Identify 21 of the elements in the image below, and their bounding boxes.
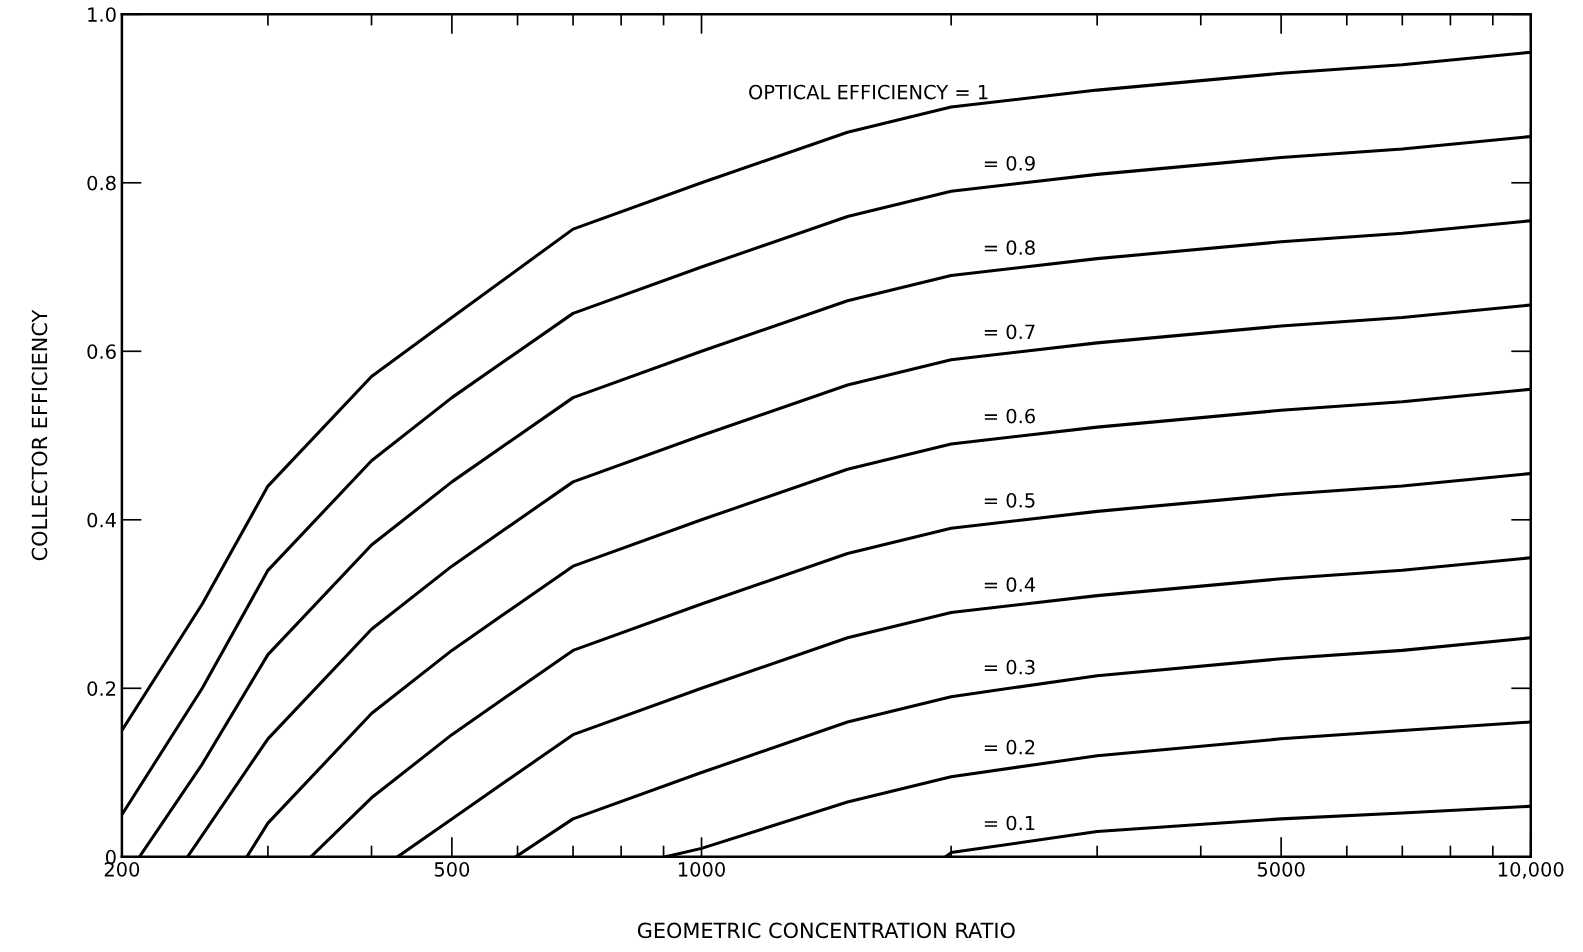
series-label: = 0.2 xyxy=(984,739,1035,755)
series-label: = 0.4 xyxy=(984,577,1036,592)
series-label: = 0.6 xyxy=(984,408,1035,424)
series-label: = 0.9 xyxy=(984,155,1035,171)
x-tick-label: 1000 xyxy=(678,862,725,877)
y-tick-label: 0.8 xyxy=(87,175,116,191)
series-label: = 0.5 xyxy=(984,492,1035,508)
y-axis-title: COLLECTOR EFFICIENCY xyxy=(31,309,48,561)
y-tick-label: 1.0 xyxy=(88,7,116,22)
x-tick-label: 5000 xyxy=(1257,862,1305,877)
series-label: = 0.8 xyxy=(984,240,1035,255)
x-tick-label: 500 xyxy=(434,862,470,877)
x-axis-title: GEOMETRIC CONCENTRATION RATIO xyxy=(637,922,1015,939)
series-label: = 0.3 xyxy=(984,659,1035,675)
series-label: OPTICAL EFFICIENCY = 1 xyxy=(749,84,988,100)
series-label: = 0.7 xyxy=(984,324,1035,340)
y-tick-label: 0.6 xyxy=(87,344,116,359)
y-tick-label: 0.2 xyxy=(87,681,116,696)
y-tick-label: 0.4 xyxy=(87,512,116,528)
x-tick-label: 10,000 xyxy=(1498,862,1564,879)
series-label: = 0.1 xyxy=(984,815,1035,831)
